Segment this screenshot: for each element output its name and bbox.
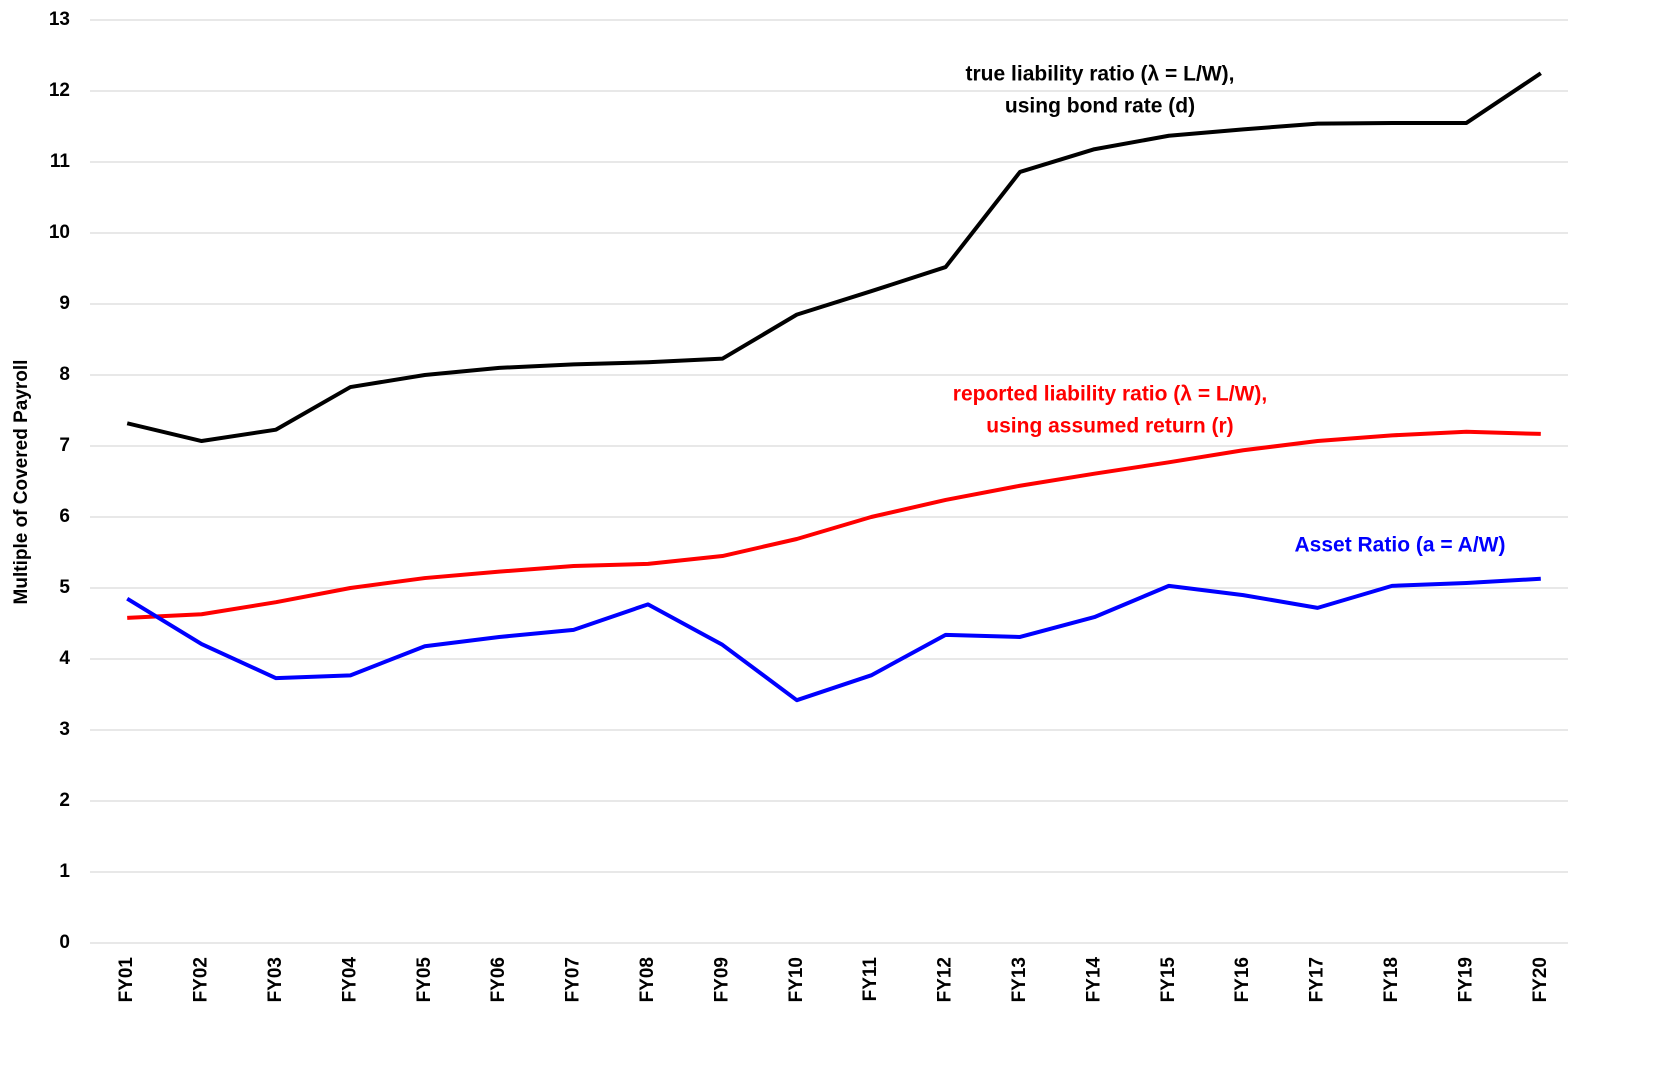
y-tick-label: 1 (59, 861, 70, 882)
x-tick-label: FY09 (711, 957, 732, 1002)
y-axis-title: Multiple of Covered Payroll (11, 360, 32, 605)
series-label: using bond rate (d) (1005, 95, 1195, 118)
y-tick-label: 8 (59, 364, 70, 385)
x-tick-label: FY10 (786, 957, 807, 1002)
y-tick-label: 10 (49, 222, 70, 243)
series-label: Asset Ratio (a = A/W) (1294, 534, 1505, 557)
y-tick-label: 11 (50, 151, 71, 172)
y-tick-label: 6 (59, 506, 70, 527)
x-tick-label: FY14 (1083, 957, 1104, 1003)
y-tick-label: 5 (59, 577, 70, 598)
x-tick-label: FY05 (414, 957, 435, 1003)
x-tick-label: FY12 (935, 957, 956, 1002)
x-tick-label: FY06 (488, 957, 509, 1002)
x-tick-label: FY18 (1381, 957, 1402, 1002)
y-tick-label: 12 (49, 80, 70, 101)
x-tick-label: FY15 (1158, 957, 1179, 1003)
series-label: using assumed return (r) (986, 415, 1233, 438)
x-tick-label: FY04 (339, 957, 360, 1003)
x-tick-label: FY17 (1307, 957, 1328, 1002)
y-tick-label: 3 (59, 719, 70, 740)
series-line (127, 429, 1541, 620)
x-tick-label: FY01 (116, 957, 137, 1003)
x-tick-label: FY16 (1232, 957, 1253, 1002)
y-tick-label: 2 (59, 790, 70, 811)
series-line (126, 576, 1541, 703)
x-tick-label: FY13 (1009, 957, 1030, 1002)
series-line (126, 71, 1542, 444)
x-tick-label: FY08 (637, 957, 658, 1002)
x-tick-label: FY11 (860, 957, 881, 1002)
series-label: reported liability ratio (λ = L/W), (953, 383, 1267, 406)
y-tick-label: 9 (59, 293, 70, 314)
x-tick-label: FY02 (191, 957, 212, 1002)
x-tick-label: FY03 (265, 957, 286, 1002)
y-tick-label: 4 (59, 648, 70, 669)
y-tick-label: 7 (59, 435, 70, 456)
x-tick-label: FY20 (1530, 957, 1551, 1002)
y-tick-label: 13 (49, 9, 70, 30)
x-tick-label: FY19 (1455, 957, 1476, 1002)
series-label: true liability ratio (λ = L/W), (966, 63, 1235, 86)
y-tick-label: 0 (59, 932, 70, 953)
x-tick-label: FY07 (563, 957, 584, 1002)
